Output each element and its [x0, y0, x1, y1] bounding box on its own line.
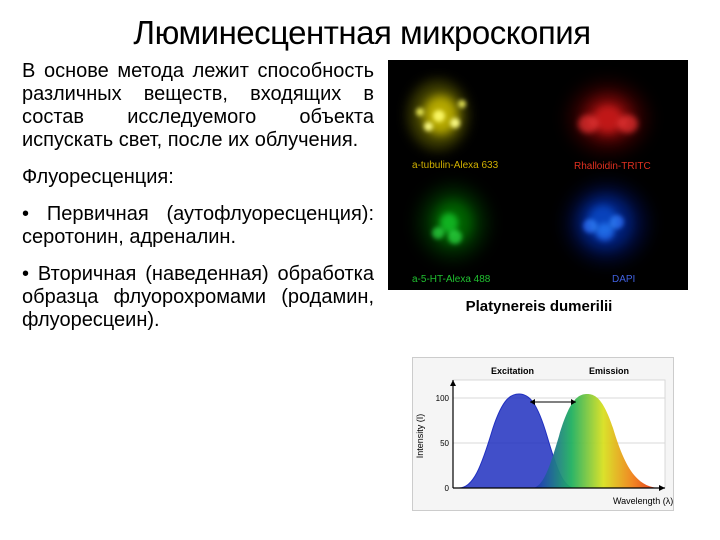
spectrum-svg: 0 50 100 Intensity (I) Wavelength (λ) Excitat… [413, 358, 675, 512]
bullet-primary: • Первичная (аутофлуоресценция): серотон… [22, 203, 374, 249]
bullet-secondary: • Вторичная (наведенная) обработка образ… [22, 263, 374, 332]
svg-text:100: 100 [436, 394, 450, 403]
panel-label-br: DAPI [612, 274, 635, 285]
panel-quadrant-tr [538, 60, 688, 175]
svg-text:50: 50 [440, 439, 449, 448]
svg-text:Excitation: Excitation [491, 366, 534, 376]
panel-label-tr: Rhalloidin-TRITC [574, 161, 651, 172]
panel-quadrant-tl [388, 60, 538, 175]
svg-text:Wavelength (λ): Wavelength (λ) [613, 496, 673, 506]
svg-text:0: 0 [445, 484, 450, 493]
left-column: В основе метода лежит способность различ… [22, 60, 374, 511]
slide-title: Люминесцентная микроскопия [22, 14, 702, 52]
svg-text:Intensity (I): Intensity (I) [415, 414, 425, 459]
intro-paragraph: В основе метода лежит способность различ… [22, 60, 374, 152]
panel-label-bl: a-5-HT-Alexa 488 [412, 274, 490, 285]
right-column: a-tubulin-Alexa 633 Rhalloidin-TRITC a-5… [388, 60, 690, 511]
panel-caption: Platynereis dumerilii [388, 298, 690, 315]
panel-quadrant-bl [388, 175, 538, 290]
svg-text:Emission: Emission [589, 366, 629, 376]
panel-label-tl: a-tubulin-Alexa 633 [412, 160, 498, 171]
columns: В основе метода лежит способность различ… [22, 60, 702, 511]
fluorescence-panel: a-tubulin-Alexa 633 Rhalloidin-TRITC a-5… [388, 60, 688, 290]
section-heading: Флуоресценция: [22, 166, 374, 189]
slide-root: Люминесцентная микроскопия В основе мето… [0, 0, 720, 540]
spectrum-chart: 0 50 100 Intensity (I) Wavelength (λ) Excitat… [412, 357, 674, 511]
panel-quadrant-br [538, 175, 688, 290]
